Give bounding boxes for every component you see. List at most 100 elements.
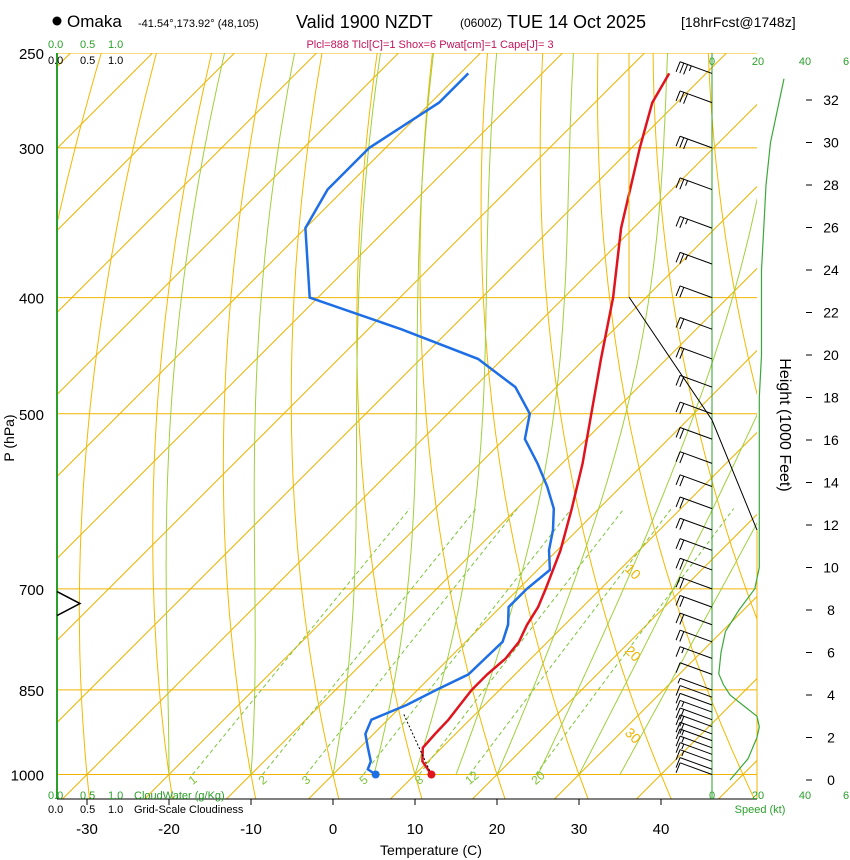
pressure-tick-700: 700 (19, 582, 44, 599)
cloudiness-scale-top-1: 0.5 (80, 55, 95, 67)
moist-adiabat-8 (578, 413, 757, 775)
valid-time-utc: (0600Z) (460, 16, 502, 30)
speed-scale-top-1: 20 (752, 56, 764, 68)
station-name: Omaka (67, 12, 122, 31)
wind-barb-937 (675, 728, 713, 742)
moist-adiabat-1 (250, 53, 296, 775)
height-tick-30: 30 (823, 135, 839, 151)
cloudwater-label: CloudWater (g/Kg) (134, 790, 225, 802)
station-dot-icon (52, 16, 62, 26)
wind-barb-350 (675, 215, 713, 229)
mixing-ratio-5 (363, 508, 572, 775)
wind-barb-962 (675, 742, 713, 755)
height-tick-22: 22 (823, 305, 839, 321)
height-tick-32: 32 (823, 92, 839, 108)
parcel-path (402, 712, 432, 775)
mixing-ratio-12 (469, 508, 672, 775)
dry-adiabat-70 (707, 53, 757, 396)
isotherm--20 (143, 185, 757, 799)
height-tick-26: 26 (823, 220, 839, 236)
cloudiness-label: Grid-Scale Cloudiness (134, 804, 244, 816)
x-axis-title: Temperature (C) (380, 842, 482, 858)
moist-adiabat-4 (414, 53, 498, 775)
dry-adiabat--30 (78, 53, 157, 799)
dewpoint-surface (371, 770, 380, 779)
cloudwater-scale-top-1: 0.5 (80, 39, 95, 51)
wind-barb-775 (675, 629, 713, 643)
mixing-ratio-3 (305, 508, 518, 775)
moist-adiabat-6 (496, 53, 668, 775)
isotherm--70 (57, 53, 482, 478)
height-tick-6: 6 (827, 645, 835, 661)
cloudiness-scale-bottom-1: 0.5 (80, 804, 95, 816)
mixing-ratio-20 (535, 508, 735, 775)
moist-adiabat-9 (619, 522, 757, 775)
isotherm--30 (61, 103, 757, 799)
axes: 250 300 400 500 700 850 1000 -30 -20 -10 0 10 20 30 40 (11, 46, 757, 838)
height-tick-10: 10 (823, 560, 839, 576)
height-tick-0: 0 (827, 772, 835, 788)
isotherm-0 (307, 349, 757, 799)
valid-date: TUE 14 Oct 2025 (507, 12, 646, 32)
mixing-ratio-label-12: 12 (462, 768, 481, 788)
wind-barb-600 (675, 496, 713, 510)
wind-barb-990 (675, 757, 713, 770)
height-tick-4: 4 (827, 687, 835, 703)
station-coords: -41.54°,173.92° (48,105) (138, 18, 259, 30)
dry-adiabat--10 (222, 53, 268, 799)
temp-tick--10: -10 (240, 821, 262, 838)
isotherm--60 (57, 53, 564, 560)
wind-barb-325 (675, 177, 713, 191)
wind-barb-650 (675, 538, 713, 551)
mixing-ratio-2 (262, 508, 477, 775)
wind-barb-275 (675, 90, 713, 104)
cloudwater-scale-top-2: 1.0 (108, 39, 123, 51)
wind-barb-862 (675, 685, 713, 698)
cloudwater-scale-bottom-1: 0.5 (80, 790, 95, 802)
pressure-tick-1000: 1000 (11, 768, 44, 785)
cloudwater-scale-top-0: 0.0 (48, 39, 63, 51)
wind-barb-825 (675, 662, 713, 675)
temp-tick-40: 40 (653, 821, 670, 838)
wind-barb-625 (675, 517, 713, 531)
mixing-ratio-8 (418, 508, 625, 775)
height-tick-2: 2 (827, 730, 835, 746)
isotherm-10 (389, 431, 757, 799)
valid-time: Valid 1900 NZDT (296, 12, 433, 32)
wind-barb-475 (675, 374, 713, 388)
dry-adiabat-0 (290, 53, 340, 799)
pressure-tick-400: 400 (19, 291, 44, 308)
isotherm-30 (553, 595, 757, 799)
isotherm--100 (57, 53, 236, 232)
cloudwater-scale-bottom-2: 1.0 (108, 790, 123, 802)
isotherm--80 (57, 53, 400, 396)
temperature-line (421, 72, 671, 776)
y-axis-title: P (hPa) (1, 414, 17, 461)
speed-scale-bottom-3: 6 (843, 790, 849, 802)
wind-barb-887 (675, 699, 713, 713)
height-tick-12: 12 (823, 517, 839, 533)
height-tick-20: 20 (823, 347, 839, 363)
temp-tick-30: 30 (571, 821, 588, 838)
speed-scale-bottom-0: 0 (709, 790, 715, 802)
wind-barb-900 (675, 707, 713, 721)
sounding-profiles (304, 72, 671, 779)
wind-barb-260 (675, 61, 713, 75)
height-tick-8: 8 (827, 602, 835, 618)
cloudiness-scale-top-2: 1.0 (108, 55, 123, 67)
isotherm-20 (471, 513, 757, 799)
cloudiness-scale-top-0: 0.0 (48, 55, 63, 67)
temp-tick-20: 20 (489, 821, 506, 838)
wind-barb-950 (675, 735, 713, 749)
dry-adiabat--20 (152, 53, 213, 799)
wind-barb-575 (675, 474, 713, 487)
pressure-tick-300: 300 (19, 141, 44, 158)
dewpoint-line (304, 72, 556, 776)
wind-barb-912 (675, 714, 713, 728)
wind-barb-500 (675, 401, 713, 415)
height-axis-title: Height (1000 Feet) (776, 358, 793, 491)
wind-barb-875 (675, 692, 713, 706)
